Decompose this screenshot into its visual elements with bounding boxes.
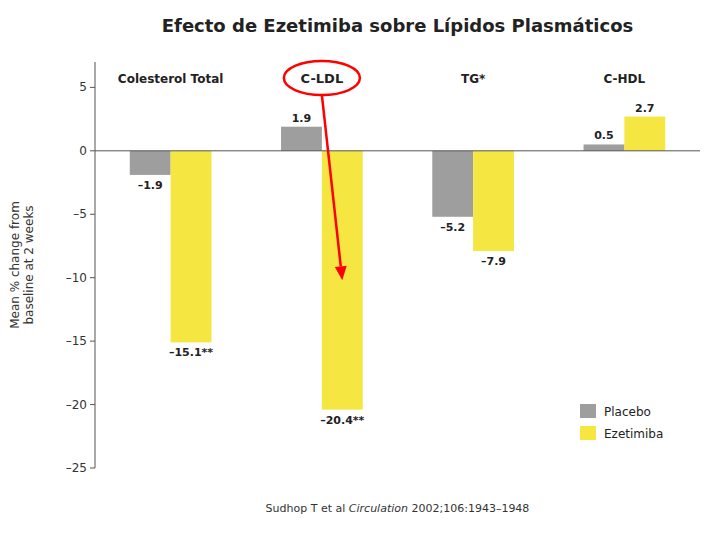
zero-line (95, 150, 700, 151)
footnote-part: 2002;106:1943–1948 (408, 502, 529, 515)
y-tick (90, 404, 95, 405)
legend-label: Placebo (604, 405, 651, 419)
y-tick-label: 5 (79, 80, 87, 94)
footnote-part: Circulation (349, 502, 408, 515)
legend: Placebo Ezetimiba (580, 404, 663, 441)
y-tick-label: 0 (79, 144, 87, 158)
chart: Efecto de Ezetimiba sobre Lípidos Plasmá… (0, 0, 720, 540)
data-label: –20.4** (320, 414, 364, 427)
data-label: –15.1** (169, 346, 213, 359)
bar (473, 151, 514, 251)
bar (432, 151, 473, 217)
data-label: 0.5 (594, 129, 614, 142)
bars (130, 117, 665, 410)
y-tick (90, 468, 95, 469)
bar (322, 151, 363, 410)
category-label: Colesterol Total (118, 72, 224, 86)
y-axis-label: Mean % change frombaseline at 2 weeks (8, 201, 36, 329)
highlight-arrowhead (335, 266, 347, 281)
data-label: –1.9 (138, 179, 163, 192)
data-label: –7.9 (481, 255, 506, 268)
legend-swatch (580, 404, 596, 418)
data-label: 1.9 (292, 112, 312, 125)
highlight-ellipse (284, 61, 360, 95)
footnote-part: Sudhop T et al (266, 502, 349, 515)
y-tick-label: –20 (66, 398, 87, 412)
legend-swatch (580, 426, 596, 440)
legend-label: Ezetimiba (604, 427, 663, 441)
bar (130, 151, 171, 175)
bar (171, 151, 212, 343)
y-axis-line (95, 62, 96, 468)
bar (624, 117, 665, 151)
y-tick-label: –10 (66, 271, 87, 285)
y-tick (90, 87, 95, 88)
bar (281, 127, 322, 151)
title: Efecto de Ezetimiba sobre Lípidos Plasmá… (162, 15, 633, 36)
highlight-arrow (322, 95, 341, 266)
y-tick (90, 277, 95, 278)
bar (584, 144, 625, 150)
y-tick-label: –25 (66, 461, 87, 475)
y-tick-label: –15 (66, 334, 87, 348)
y-tick (90, 150, 95, 151)
category-label: TG* (461, 72, 486, 86)
footnote: Sudhop T et al Circulation 2002;106:1943… (266, 502, 530, 515)
highlight-label: C-LDL (301, 71, 344, 86)
data-label: –5.2 (440, 221, 465, 234)
y-tick-label: –5 (73, 207, 87, 221)
category-label: C-HDL (604, 72, 646, 86)
y-tick (90, 341, 95, 342)
y-tick (90, 214, 95, 215)
data-label: 2.7 (635, 102, 655, 115)
